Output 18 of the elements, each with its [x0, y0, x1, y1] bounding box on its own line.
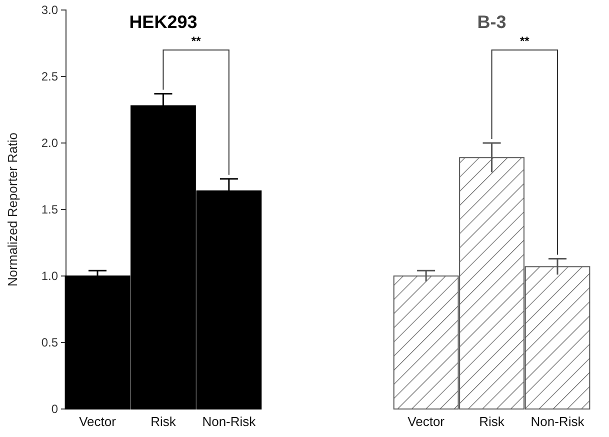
- text: HEK293: [129, 12, 198, 32]
- annotation: **: [520, 34, 530, 48]
- x-tick-label: Non-Risk: [530, 414, 585, 430]
- x-tick-label: Non-Risk: [202, 414, 256, 430]
- x-tick-label: Risk: [150, 414, 176, 430]
- annotation: **: [191, 34, 202, 48]
- y-tick-label: 1.0: [41, 268, 58, 283]
- y-tick-label: 0: [51, 402, 58, 416]
- x-tick-label: Risk: [479, 414, 505, 430]
- y-tick-label: 1.5: [41, 202, 58, 216]
- y-tick-label: 2.0: [41, 136, 58, 150]
- text: B-3: [477, 12, 506, 32]
- y-tick-label: 2.5: [41, 69, 58, 84]
- y-tick-label: 0.5: [41, 335, 58, 350]
- y-axis-title: Normalized Reporter Ratio: [5, 132, 20, 286]
- x-tick-label: Vector: [408, 414, 446, 430]
- y-tick-label: 3.0: [41, 2, 58, 17]
- x-tick-label: Vector: [79, 414, 117, 430]
